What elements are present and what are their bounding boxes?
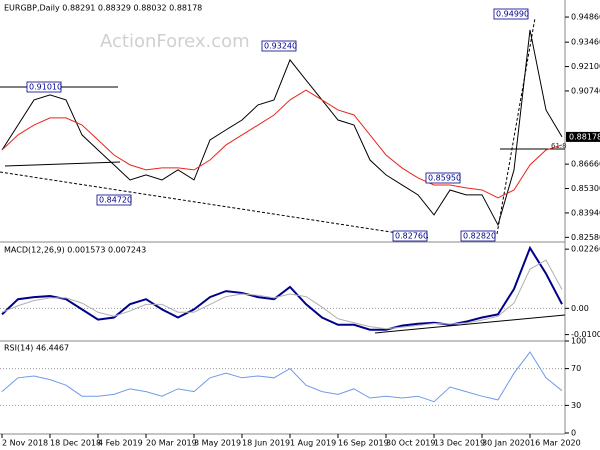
annotation: 0.85950 [428, 174, 461, 183]
trend-line [0, 171, 431, 239]
watermark: ActionForex.com [100, 31, 250, 52]
x-tick-label: 1 Aug 2019 [290, 439, 336, 448]
x-tick-label: 30 Oct 2019 [386, 439, 435, 448]
y-tick-label: 30 [571, 401, 581, 410]
y-tick-label: 0.022662 [571, 245, 600, 254]
x-tick-label: 16 Mar 2020 [530, 439, 581, 448]
annotation: 0.84720 [99, 196, 132, 205]
chart-title: EURGBP,Daily 0.88291 0.88329 0.88032 0.8… [4, 4, 202, 13]
series-line [1, 29, 563, 227]
annotation-box [425, 172, 461, 184]
series-line [1, 259, 563, 330]
last-price-box [566, 131, 600, 142]
x-tick-label: 18 Dec 2018 [50, 439, 101, 448]
y-tick-label: 0 [571, 429, 576, 438]
series-line [1, 89, 563, 199]
macd-title: MACD(12,26,9) 0.001573 0.007243 [4, 246, 146, 255]
rsi-title: RSI(14) 46.4467 [4, 344, 69, 353]
drawn-line [4, 161, 121, 167]
annotation: 0.91010 [29, 83, 62, 92]
annotation: 0.94990 [496, 10, 529, 19]
annotation: 0.82820 [463, 232, 496, 241]
annotation: 0.93240 [264, 42, 297, 51]
annotation-box [460, 230, 496, 242]
y-tick-label: 100 [571, 337, 586, 346]
x-tick-label: 13 Dec 2019 [434, 439, 485, 448]
y-tick-label: 0.00 [571, 304, 589, 313]
x-tick-label: 2 Nov 2018 [2, 439, 48, 448]
annotation: 61.8 [551, 142, 567, 150]
y-tick-label: -0.010052 [571, 330, 600, 339]
macd-trend-line [374, 314, 566, 334]
x-tick-label: 16 Sep 2019 [338, 439, 389, 448]
series-line [1, 245, 563, 331]
x-tick-label: 3 May 2019 [194, 439, 241, 448]
annotation-box [493, 8, 529, 20]
annotation-box [261, 40, 297, 52]
x-tick-label: 4 Feb 2019 [98, 439, 143, 448]
last-price-label: 0.88178 [569, 132, 600, 141]
annotation-box [392, 230, 428, 242]
fib-line [496, 17, 536, 235]
annotation-box [96, 194, 132, 206]
y-tick-label: 70 [571, 364, 581, 373]
x-tick-label: 18 Jun 2019 [242, 439, 290, 448]
x-tick-label: 30 Jan 2020 [482, 439, 530, 448]
annotation-box [26, 81, 62, 93]
series-line [1, 351, 563, 403]
annotation: 0.82760 [395, 232, 428, 241]
x-tick-label: 20 Mar 2019 [146, 439, 197, 448]
